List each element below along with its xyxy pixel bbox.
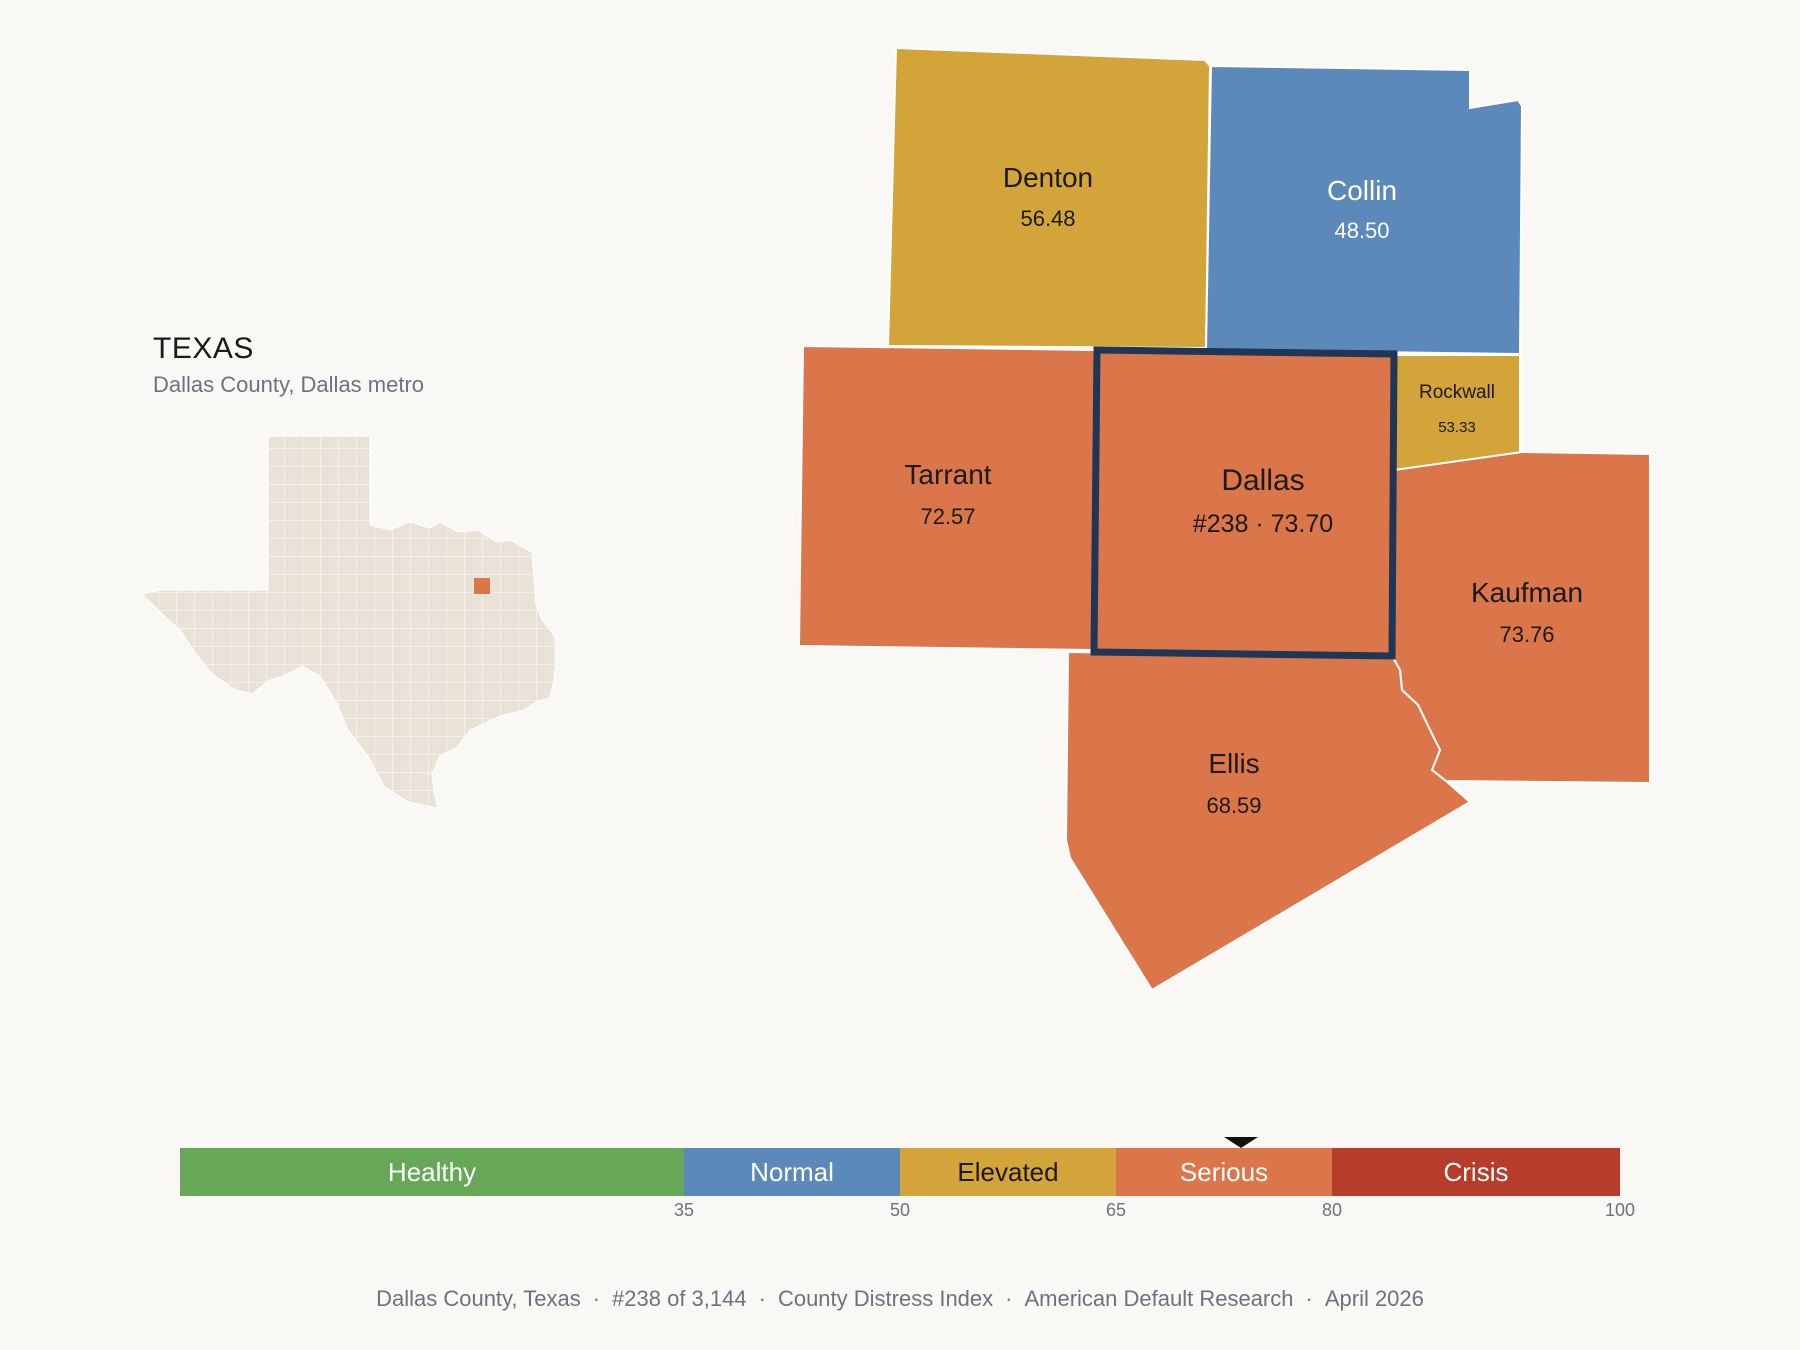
- county-denton-name: Denton: [1003, 162, 1093, 193]
- scale-segment-elevated: Elevated: [900, 1148, 1116, 1196]
- score-marker: [1224, 1137, 1259, 1148]
- county-rockwall-shape: [1392, 354, 1521, 472]
- footer-item: #238 of 3,144: [612, 1286, 747, 1311]
- county-ellis-value: 68.59: [1206, 793, 1261, 818]
- footer-item: American Default Research: [1024, 1286, 1294, 1311]
- county-kaufman-name: Kaufman: [1471, 577, 1583, 608]
- county-ellis-shape: [1064, 650, 1472, 992]
- footer-separator: ·: [1005, 1286, 1013, 1311]
- county-dallas-name: Dallas: [1221, 464, 1304, 497]
- county-tarrant-shape: [797, 344, 1098, 652]
- county-tarrant-value: 72.57: [920, 504, 975, 529]
- footer-item: County Distress Index: [777, 1286, 994, 1311]
- scale-tick: 80: [1321, 1200, 1343, 1220]
- footer-item: Dallas County, Texas: [376, 1286, 581, 1311]
- footer-separator: ·: [1305, 1286, 1313, 1311]
- footer-separator: ·: [592, 1286, 601, 1311]
- county-collin[interactable]: Collin 48.50: [1204, 64, 1524, 356]
- county-tarrant-name: Tarrant: [904, 459, 991, 490]
- county-subtitle: Dallas County, Dallas metro: [153, 372, 425, 397]
- scale-tick: 65: [1105, 1200, 1127, 1220]
- scale-tick: 100: [1604, 1200, 1636, 1220]
- scale-segment-normal: Normal: [684, 1148, 900, 1196]
- county-rockwall[interactable]: Rockwall 53.33: [1392, 354, 1521, 472]
- dallas-county-highlight: [474, 578, 490, 594]
- county-rockwall-value: 53.33: [1438, 419, 1476, 436]
- county-dallas-value: #238 · 73.70: [1193, 510, 1333, 538]
- county-denton-value: 56.48: [1020, 206, 1075, 231]
- scale-segment-healthy: Healthy: [180, 1148, 684, 1196]
- county-dallas-shape: [1090, 346, 1398, 660]
- county-denton-shape: [886, 46, 1212, 350]
- county-ellis-name: Ellis: [1208, 748, 1259, 779]
- footer-item: April 2026: [1324, 1286, 1424, 1311]
- metro-county-map: Denton 56.48 Collin 48.50 Tarrant 72.57 …: [797, 46, 1651, 992]
- footer: Dallas County, Texas · #238 of 3,144 · Count…: [0, 1286, 1800, 1312]
- county-tarrant[interactable]: Tarrant 72.57: [797, 344, 1098, 652]
- footer-separator: ·: [758, 1286, 766, 1311]
- texas-locator-map: [141, 435, 557, 809]
- county-collin-shape: [1204, 64, 1524, 356]
- county-rockwall-name: Rockwall: [1419, 382, 1495, 403]
- scale-tick: 35: [673, 1200, 695, 1220]
- scale-tick: 50: [889, 1200, 911, 1220]
- county-kaufman-value: 73.76: [1499, 622, 1554, 647]
- scale-segment-crisis: Crisis: [1332, 1148, 1620, 1196]
- distress-scale: Healthy Normal Elevated Serious Crisis: [180, 1148, 1620, 1196]
- county-collin-name: Collin: [1327, 175, 1397, 206]
- state-title: TEXAS: [153, 332, 254, 365]
- scale-segment-serious: Serious: [1116, 1148, 1332, 1196]
- county-dallas[interactable]: Dallas #238 · 73.70: [1090, 346, 1398, 660]
- county-denton[interactable]: Denton 56.48: [886, 46, 1212, 350]
- county-ellis[interactable]: Ellis 68.59: [1064, 650, 1472, 992]
- county-collin-value: 48.50: [1334, 218, 1389, 243]
